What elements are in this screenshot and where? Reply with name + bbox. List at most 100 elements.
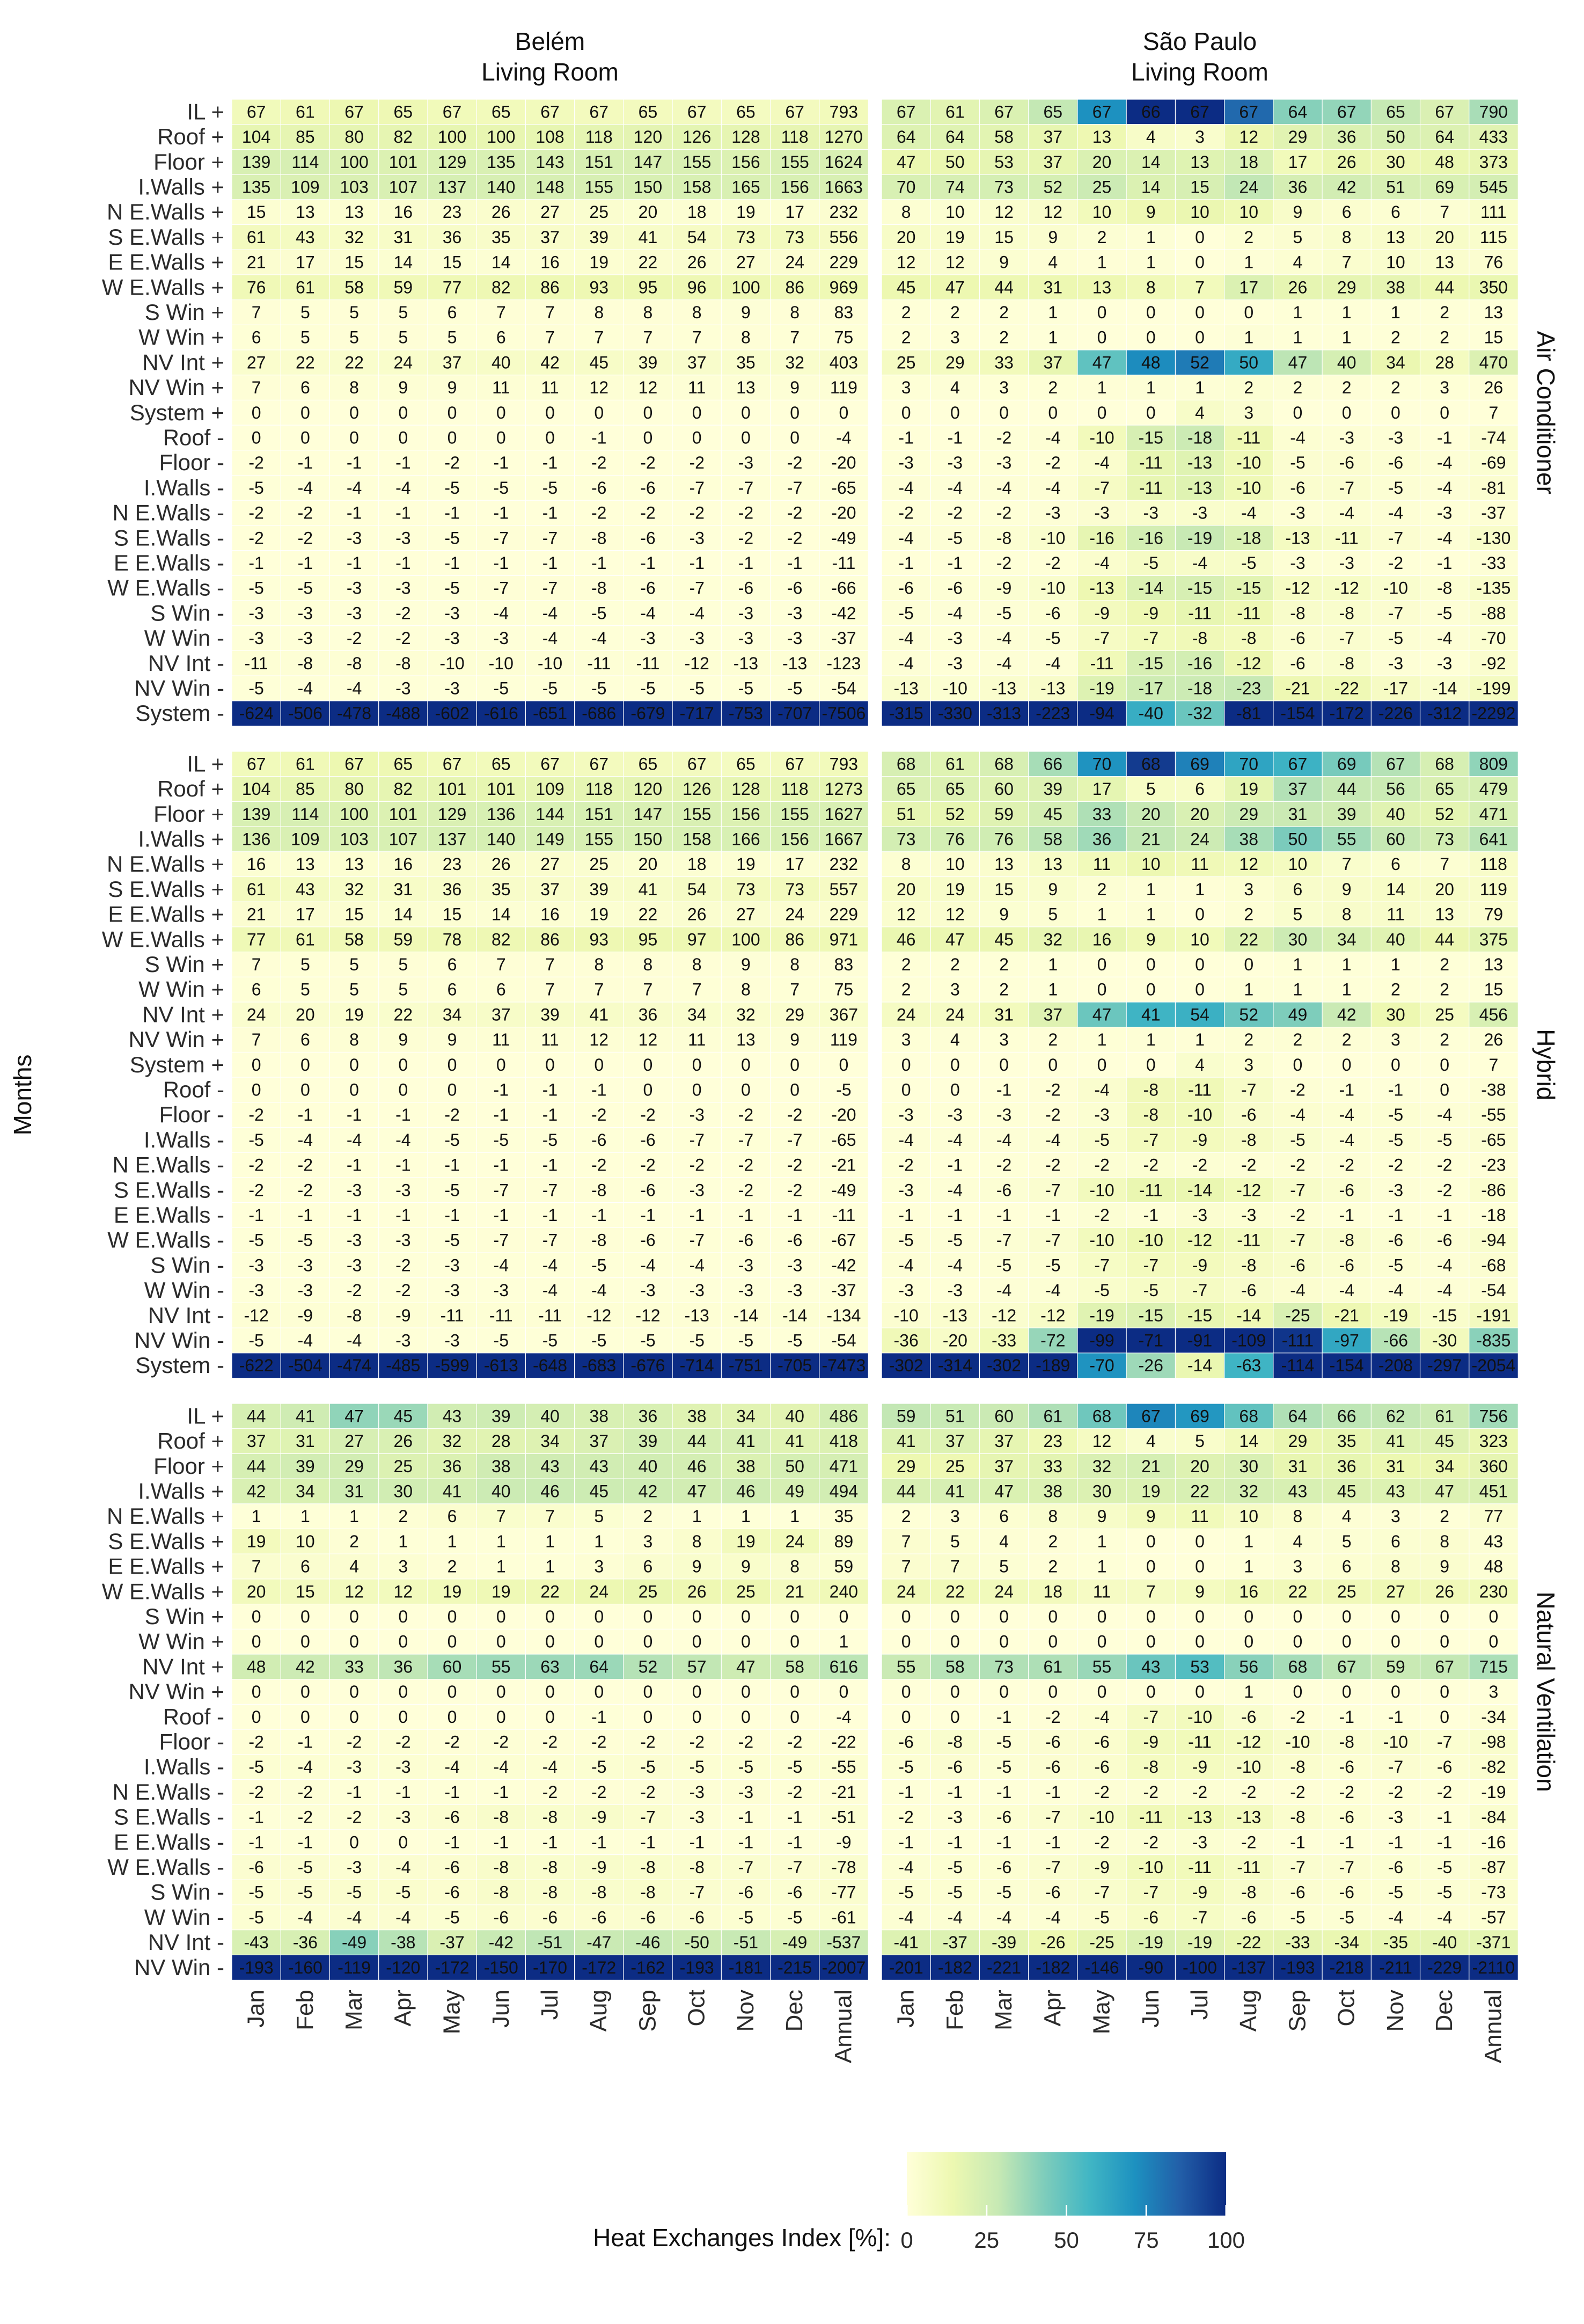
cell-value-label: -11	[1237, 1231, 1260, 1250]
cell-value-label: 9	[1195, 1582, 1205, 1601]
cell-value-label: 47	[736, 1657, 756, 1676]
cell-value-label: 12	[994, 202, 1014, 222]
cell-value-label: 69	[1190, 1406, 1209, 1426]
cell-value-label: -7	[494, 528, 509, 547]
cell-value-label: 37	[1044, 152, 1063, 172]
row-label-n-e-walls-minus: N E.Walls -	[113, 1779, 224, 1804]
heatmap-cell	[329, 99, 379, 125]
cell-value-label: -2	[1045, 1105, 1060, 1124]
cell-value-label: 0	[349, 1832, 359, 1852]
cell-value-label: -8	[996, 528, 1011, 547]
heatmap-cell	[280, 224, 331, 251]
cell-value-label: -41	[893, 1933, 918, 1952]
cell-value-label: 7	[545, 1507, 555, 1526]
cell-value-label: 67	[785, 102, 804, 121]
heatmap-cell	[721, 450, 771, 476]
cell-value-label: 52	[1190, 353, 1209, 372]
cell-value-label: 67	[1337, 102, 1356, 121]
cell-value-label: -616	[484, 704, 518, 723]
cell-value-label: -8	[494, 1883, 509, 1902]
cell-value-label: 20	[1190, 1457, 1209, 1476]
cell-value-label: 24	[1190, 829, 1209, 849]
cell-value-label: -5	[1094, 1281, 1109, 1300]
cell-value-label: -3	[494, 628, 509, 648]
cell-value-label: 8	[1342, 228, 1352, 247]
cell-value-label: -4	[1290, 1281, 1305, 1300]
row-label-w-win-minus: W Win -	[144, 1904, 224, 1930]
heatmap-cell	[329, 174, 379, 200]
cell-value-label: 67	[1435, 1657, 1454, 1676]
cell-value-label: -5	[996, 1883, 1011, 1902]
cell-value-label: -100	[1183, 1958, 1217, 1977]
cell-value-label: 0	[448, 1682, 457, 1701]
cell-value-label: -8	[494, 1858, 509, 1877]
cell-value-label: 29	[1239, 805, 1258, 824]
cell-value-label: 1	[1146, 880, 1156, 899]
cell-value-label: 13	[1190, 152, 1209, 172]
heatmap-cell	[623, 375, 673, 401]
heatmap-cell	[819, 474, 869, 501]
cell-value-label: 51	[1386, 177, 1405, 196]
cell-value-label: 0	[1146, 328, 1156, 347]
cell-value-label: -6	[1290, 628, 1305, 648]
cell-value-label: -7	[640, 1808, 655, 1827]
cell-value-label: 38	[1044, 1481, 1063, 1501]
cell-value-label: 0	[252, 1080, 261, 1099]
cell-value-label: -5	[1388, 628, 1403, 648]
cell-value-label: 11	[1093, 1582, 1111, 1601]
heatmap-cell	[476, 375, 526, 401]
cell-value-label: 3	[398, 1557, 408, 1576]
cell-value-label: -66	[1383, 1331, 1408, 1350]
cell-value-label: 34	[736, 1406, 756, 1426]
cell-value-label: -5	[591, 1331, 606, 1350]
heatmap-cell	[231, 349, 282, 376]
cell-value-label: 1	[1293, 980, 1303, 999]
cell-value-label: 65	[736, 102, 756, 121]
cell-value-label: -5	[738, 678, 753, 698]
cell-value-label: -7	[1094, 1883, 1109, 1902]
cell-value-label: 31	[1288, 1457, 1308, 1476]
city-title: São Paulo	[1143, 27, 1257, 55]
cell-value-label: 35	[492, 880, 511, 899]
cell-value-label: 77	[443, 277, 462, 297]
cell-value-label: -1	[298, 553, 313, 573]
cell-value-label: 55	[1337, 829, 1356, 849]
cell-value-label: 0	[790, 1607, 800, 1626]
cell-value-label: 2	[901, 955, 911, 974]
cell-value-label: 2	[1244, 228, 1253, 247]
cell-value-label: 114	[291, 805, 319, 824]
cell-value-label: 34	[1435, 1457, 1454, 1476]
cell-value-label: 0	[790, 428, 800, 447]
cell-value-label: -13	[685, 1306, 709, 1325]
cell-value-label: 0	[741, 428, 751, 447]
cell-value-label: 0	[1440, 1055, 1449, 1075]
column-tick-label: Jan	[893, 1990, 919, 2028]
cell-value-label: 0	[1195, 328, 1205, 347]
cell-value-label: -7	[996, 1231, 1011, 1250]
cell-value-label: -506	[288, 704, 322, 723]
cell-value-label: -1	[996, 1080, 1011, 1099]
heatmap-cell	[231, 174, 282, 200]
legend-title: Heat Exchanges Index [%]:	[593, 2224, 891, 2252]
cell-value-label: -94	[1089, 704, 1114, 723]
cell-value-label: -25	[1285, 1306, 1310, 1325]
cell-value-label: 641	[1479, 829, 1508, 849]
row-label-floor-minus: Floor -	[159, 450, 224, 475]
cell-value-label: -5	[444, 579, 459, 598]
cell-value-label: -3	[640, 1281, 655, 1300]
cell-value-label: 68	[1435, 754, 1454, 773]
cell-value-label: 0	[692, 403, 702, 422]
cell-value-label: 14	[1141, 152, 1161, 172]
column-tick-label: Jan	[243, 1990, 269, 2028]
cell-value-label: 8	[692, 303, 702, 322]
heatmap-cell	[378, 375, 428, 401]
cell-value-label: -1	[898, 1782, 913, 1802]
cell-value-label: 38	[589, 1406, 608, 1426]
cell-value-label: -3	[1290, 553, 1305, 573]
cell-value-label: -4	[996, 478, 1011, 498]
cell-value-label: -6	[1388, 1858, 1403, 1877]
cell-value-label: -4	[1437, 1908, 1452, 1927]
cell-value-label: 7	[1488, 1055, 1498, 1075]
cell-value-label: 48	[1484, 1557, 1504, 1576]
